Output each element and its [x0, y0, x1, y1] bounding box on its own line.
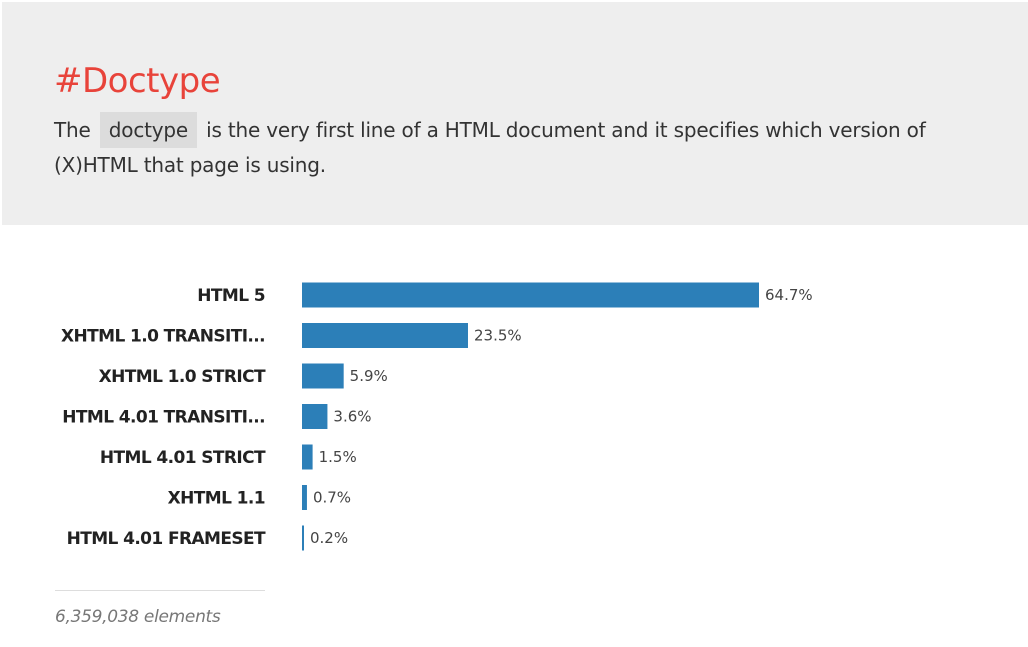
bar-label: XHTML 1.0 TRANSITI...: [61, 327, 265, 347]
bar-value-label: 0.2%: [310, 529, 348, 547]
bar-label: HTML 5: [197, 286, 265, 306]
bar-value-label: 0.7%: [313, 489, 351, 507]
bar-value-label: 5.9%: [350, 367, 388, 385]
bar: [302, 323, 468, 348]
section-description: The doctype is the very first line of a …: [54, 112, 984, 182]
bar-value-label: 64.7%: [765, 286, 813, 304]
doctype-bar-chart: HTML 5 64.7% XHTML 1.0 TRANSITI... 23.5% XHT…: [61, 282, 813, 551]
bar: [302, 444, 313, 470]
bar: [302, 404, 328, 429]
bar-label: XHTML 1.1: [168, 489, 265, 509]
section-title: #Doctype: [54, 61, 221, 101]
bar: [302, 485, 307, 510]
doctype-code: doctype: [99, 112, 197, 148]
bar-value-label: 23.5%: [474, 327, 522, 345]
bar-label: XHTML 1.0 STRICT: [99, 367, 266, 387]
description-suffix: is the very first line of a HTML documen…: [54, 118, 926, 177]
bar: [302, 363, 344, 389]
bar-label: HTML 4.01 STRICT: [100, 448, 266, 468]
bar: [302, 282, 759, 308]
bar-label: HTML 4.01 FRAMESET: [67, 529, 266, 549]
footer-divider: [55, 590, 265, 591]
bar-value-label: 1.5%: [319, 448, 357, 466]
bar: [302, 525, 304, 551]
bar-label: HTML 4.01 TRANSITI...: [62, 408, 265, 428]
element-count: 6,359,038 elements: [55, 607, 221, 627]
description-prefix: The: [54, 118, 91, 142]
bar-value-label: 3.6%: [333, 408, 371, 426]
